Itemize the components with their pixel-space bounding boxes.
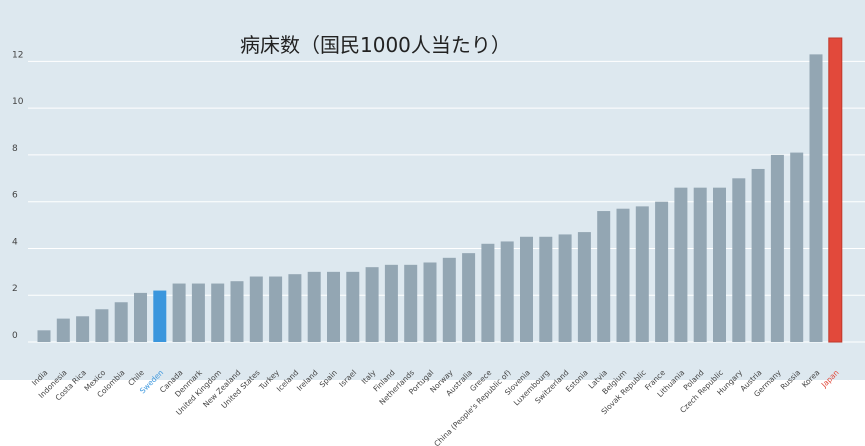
bar-colombia <box>114 302 128 342</box>
bar-france <box>655 201 669 342</box>
bar-switzerland <box>558 234 572 342</box>
y-tick-label: 4 <box>12 237 18 247</box>
bar-slovak-republic <box>635 206 649 342</box>
bar-costa-rica <box>76 316 90 342</box>
y-tick-label: 8 <box>12 144 18 154</box>
bar-norway <box>442 257 456 342</box>
bar-ireland <box>307 271 321 342</box>
y-tick-label: 6 <box>12 191 18 201</box>
bar-denmark <box>191 283 205 342</box>
bar-united-states <box>249 276 263 342</box>
bar-latvia <box>597 211 611 342</box>
bar-sweden <box>153 290 167 342</box>
bar-hungary <box>732 178 746 342</box>
y-tick-label: 10 <box>12 97 24 107</box>
bar-finland <box>384 264 398 342</box>
bar-china-people-s-republic-of <box>500 241 514 342</box>
bar-korea <box>809 54 823 342</box>
bar-belgium <box>616 208 630 342</box>
bar-canada <box>172 283 186 342</box>
bar-slovenia <box>520 236 533 342</box>
bar-chile <box>134 292 147 342</box>
bar-israel <box>346 271 360 342</box>
chart-title: 病床数（国民1000人当たり） <box>240 33 511 57</box>
bars <box>37 37 843 343</box>
bar-indonesia <box>56 318 70 342</box>
bar-germany <box>770 154 784 342</box>
bar-mexico <box>95 309 109 342</box>
bar-czech-republic <box>713 187 726 342</box>
bar-italy <box>365 267 379 342</box>
bar-new-zealand <box>230 281 244 342</box>
bar-turkey <box>269 276 283 342</box>
y-tick-label: 12 <box>12 50 23 60</box>
y-tick-label: 0 <box>12 331 18 341</box>
bar-australia <box>462 253 476 342</box>
bar-russia <box>790 152 804 342</box>
bar-estonia <box>577 232 591 342</box>
bar-lithuania <box>674 187 688 342</box>
y-axis-ticks: 0 2 4 6 8 10 12 <box>12 50 24 341</box>
bar-spain <box>327 271 340 342</box>
bar-iceland <box>288 274 302 342</box>
bar-greece <box>481 243 495 342</box>
bar-austria <box>751 168 765 342</box>
bar-united-kingdom <box>211 283 225 342</box>
y-tick-label: 2 <box>12 284 18 294</box>
bar-portugal <box>423 262 437 342</box>
bar-india <box>37 330 51 342</box>
bar-japan <box>828 37 843 343</box>
bar-netherlands <box>404 264 418 342</box>
bar-poland <box>693 187 707 342</box>
bar-luxembourg <box>539 236 553 342</box>
